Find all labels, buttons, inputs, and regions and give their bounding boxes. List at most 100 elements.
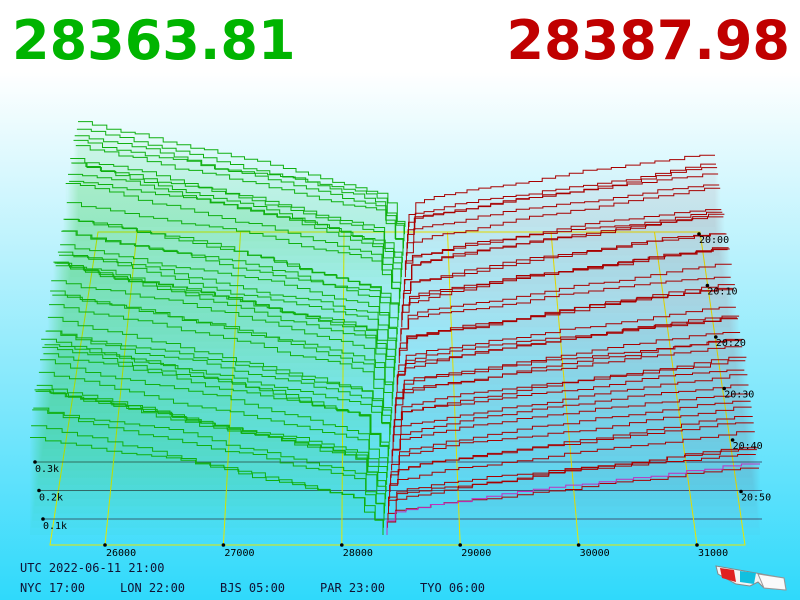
ask-curve bbox=[393, 356, 747, 442]
price-label: 30000 bbox=[580, 548, 610, 559]
bid-curve bbox=[54, 262, 395, 378]
price-grid-line bbox=[447, 231, 461, 546]
bid-curve bbox=[74, 135, 404, 249]
ask-curve bbox=[400, 276, 731, 335]
bid-curve bbox=[31, 425, 384, 528]
zone-clock: LON 22:00 bbox=[120, 581, 185, 595]
ask-curve bbox=[396, 315, 740, 392]
price-grid-line bbox=[654, 231, 698, 546]
time-dot bbox=[697, 232, 701, 236]
time-label: 20:00 bbox=[699, 235, 729, 246]
price-grid-line bbox=[222, 231, 241, 546]
ask-curve bbox=[387, 447, 758, 521]
ask-curve bbox=[391, 400, 751, 471]
zone-clock: PAR 23:00 bbox=[320, 581, 385, 595]
ask-curve bbox=[401, 248, 730, 328]
price-dot bbox=[695, 543, 699, 547]
bid-curve bbox=[53, 261, 395, 385]
price-label: 28000 bbox=[343, 548, 373, 559]
ask-curve bbox=[392, 374, 748, 449]
bid-curve bbox=[71, 162, 403, 270]
bid-curve bbox=[78, 121, 406, 227]
depth-dot bbox=[33, 460, 37, 464]
ask-curve bbox=[392, 384, 749, 457]
price-label: 27000 bbox=[224, 548, 254, 559]
ask-curve bbox=[388, 454, 756, 507]
bid-curve bbox=[57, 251, 397, 356]
ask-curve bbox=[407, 173, 719, 249]
price-dot bbox=[103, 543, 107, 547]
price-dot bbox=[340, 543, 344, 547]
bid-curve bbox=[73, 139, 404, 256]
bid-curve bbox=[38, 371, 388, 478]
bid-curve bbox=[30, 437, 384, 535]
time-label: 20:10 bbox=[707, 287, 737, 298]
ask-curve bbox=[402, 233, 727, 306]
time-dot bbox=[730, 438, 735, 442]
bid-curve bbox=[76, 128, 405, 235]
ask-curve bbox=[391, 393, 750, 464]
ask-curve bbox=[400, 263, 732, 342]
bid-curve bbox=[50, 290, 393, 407]
axis-labels: 0.3k 0.2k 0.1k 26000 27000 28000 29000 30000 310… bbox=[33, 232, 771, 559]
bid-price: 28363.81 bbox=[12, 9, 296, 72]
price-label: 26000 bbox=[106, 548, 136, 559]
time-dot bbox=[714, 335, 718, 339]
depth-label: 0.2k bbox=[39, 493, 63, 504]
zone-clock: BJS 05:00 bbox=[220, 581, 285, 595]
utc-clock: UTC 2022-06-11 21:00 bbox=[20, 561, 165, 575]
time-dot bbox=[739, 489, 743, 494]
bid-curve bbox=[60, 244, 398, 342]
time-label: 20:30 bbox=[724, 390, 754, 401]
3d-glasses-toggle[interactable] bbox=[715, 565, 787, 591]
bid-curve bbox=[32, 409, 385, 521]
ask-curve bbox=[408, 154, 715, 227]
bid-curve bbox=[49, 304, 393, 414]
time-label: 20:50 bbox=[741, 493, 771, 504]
price-label: 29000 bbox=[461, 548, 491, 559]
zone-clock: TYO 06:00 bbox=[420, 581, 485, 595]
time-label: 20:40 bbox=[733, 441, 763, 452]
price-grid-line bbox=[104, 231, 138, 546]
price-label: 31000 bbox=[698, 548, 728, 559]
ask-curve bbox=[404, 216, 724, 285]
price-grid-line bbox=[550, 231, 580, 546]
bid-curve bbox=[46, 330, 392, 428]
bid-curve bbox=[69, 180, 402, 285]
floor-outline bbox=[49, 231, 746, 546]
ask-curve bbox=[408, 163, 716, 235]
bid-curve bbox=[43, 353, 390, 449]
zone-clocks: NYC 17:00 LON 22:00 BJS 05:00 PAR 23:00 TYO … bbox=[20, 581, 485, 595]
bid-curve bbox=[66, 202, 401, 299]
bid-curve bbox=[41, 338, 389, 464]
ask-curve bbox=[399, 289, 734, 356]
depth-dot bbox=[37, 488, 41, 493]
bid-curve bbox=[44, 344, 391, 442]
ask-curve bbox=[405, 187, 721, 263]
price-dot bbox=[576, 543, 581, 547]
bid-curve bbox=[65, 183, 400, 306]
ask-curve bbox=[386, 463, 760, 535]
ask-curve bbox=[395, 346, 743, 414]
zone-clock: NYC 17:00 bbox=[20, 581, 85, 595]
bid-curve bbox=[59, 254, 397, 349]
ask-curve bbox=[398, 284, 735, 364]
bid-curve bbox=[34, 389, 386, 507]
bid-curve bbox=[72, 162, 403, 263]
price-dot bbox=[221, 543, 226, 547]
ask-curve bbox=[390, 406, 752, 478]
bid-curve bbox=[55, 265, 396, 371]
bid-curve bbox=[61, 230, 398, 335]
bid-curve bbox=[45, 330, 391, 435]
depth-dot bbox=[41, 517, 45, 521]
depth-curves bbox=[30, 121, 760, 535]
ask-curve bbox=[398, 306, 736, 371]
bid-curve bbox=[75, 145, 405, 242]
bid-curve bbox=[42, 346, 390, 457]
ask-curve bbox=[394, 338, 744, 421]
ask-curve bbox=[404, 211, 723, 278]
ask-curve bbox=[393, 360, 746, 435]
ask-curve bbox=[394, 369, 745, 428]
